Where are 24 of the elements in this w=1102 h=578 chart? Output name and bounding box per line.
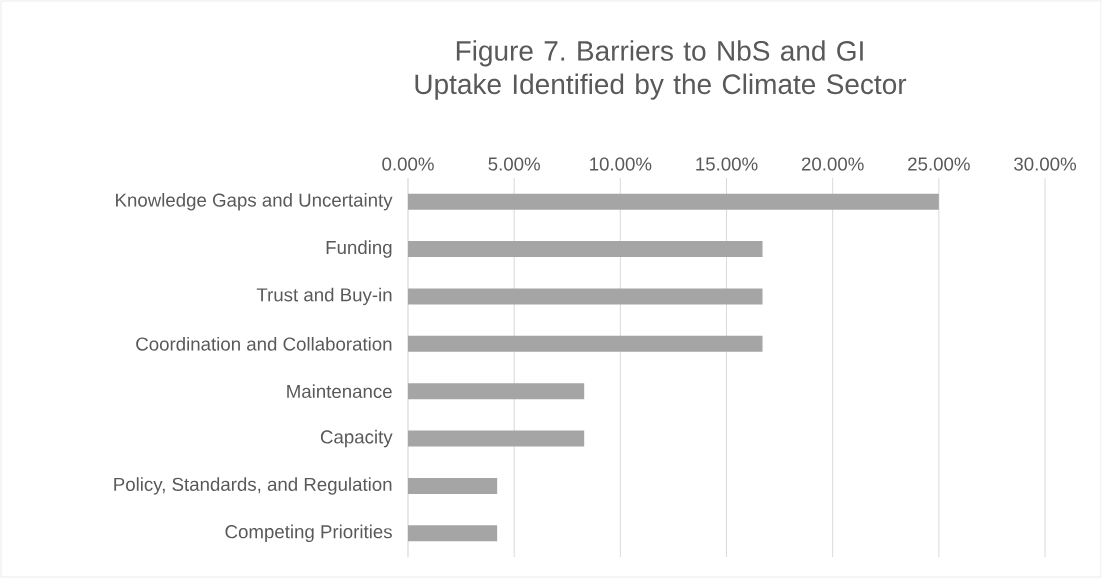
bar (408, 525, 498, 542)
chart-title: Figure 7. Barriers to NbS and GI Uptake Identified by the Climate Sector (415, 40, 907, 100)
bar (408, 383, 585, 400)
x-tick-label: 0.00% (382, 157, 434, 171)
x-tick-label: 10.00% (590, 157, 652, 171)
bar (408, 335, 763, 352)
bar (408, 430, 585, 447)
y-tick-label: Trust and Buy-in (256, 287, 392, 306)
bar (408, 193, 939, 210)
y-tick-label: Knowledge Gaps and Uncertainty (116, 193, 393, 211)
y-tick-label: Maintenance (287, 384, 392, 399)
bar (408, 288, 763, 305)
x-tick-label: 20.00% (801, 157, 864, 171)
y-tick-label: Funding (326, 240, 392, 258)
y-tick-label: Coordination and Collaboration (136, 336, 392, 351)
y-tick-label: Capacity (320, 429, 393, 448)
x-tick-label: 25.00% (908, 157, 970, 171)
bar (408, 477, 498, 494)
x-tick-label: 30.00% (1014, 157, 1076, 171)
x-tick-label: 5.00% (488, 157, 540, 171)
y-tick-label: Policy, Standards, and Regulation (114, 477, 392, 495)
y-tick-label: Competing Priorities (225, 524, 392, 543)
bar (408, 241, 763, 258)
x-tick-label: 15.00% (696, 157, 758, 171)
